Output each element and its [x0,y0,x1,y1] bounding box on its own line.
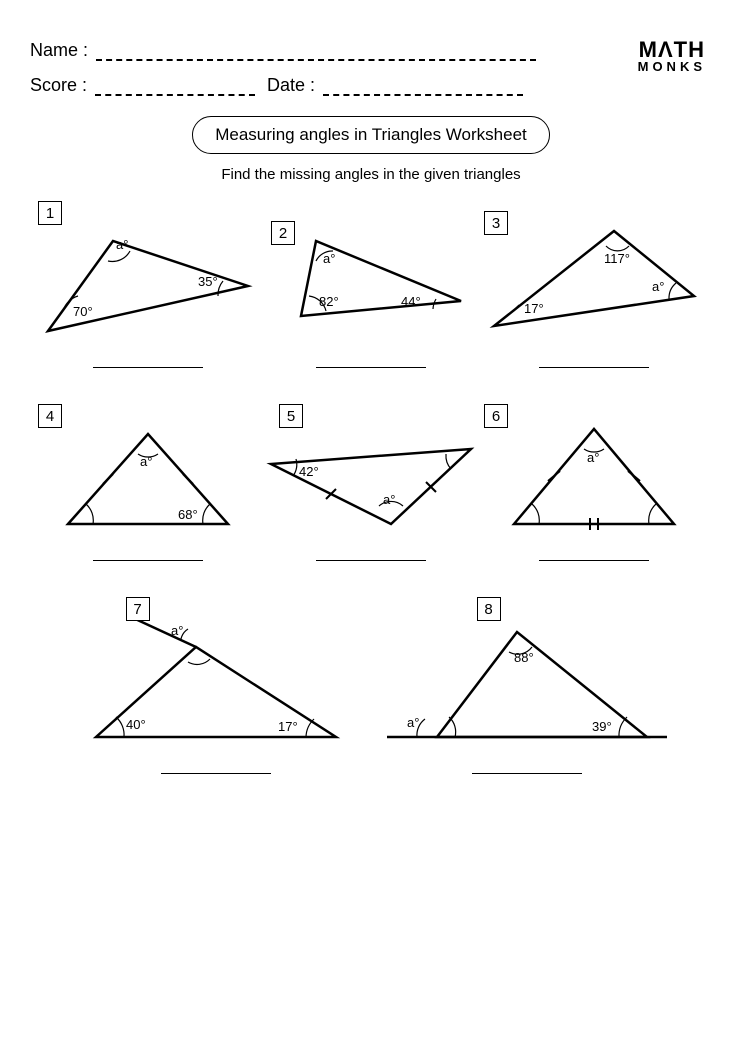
problem-5: 5 42° a° [261,404,481,561]
triangle-diagram: a° 40° 17° [66,597,366,757]
angle-label: a° [407,715,419,730]
angle-label: a° [140,454,152,469]
problem-number: 3 [484,211,508,235]
problem-number: 8 [477,597,501,621]
triangle-diagram: a° 70° 35° [38,201,258,351]
triangle-diagram: a° 68° [38,404,258,544]
worksheet-title: Measuring angles in Triangles Worksheet [192,116,550,154]
answer-line[interactable] [316,367,426,368]
problem-2: 2 a° 82° 44° [261,201,481,368]
problem-6: 6 a° [484,404,704,561]
problem-number: 5 [279,404,303,428]
triangle-diagram: 117° a° 17° [484,201,704,351]
answer-line[interactable] [93,560,203,561]
angle-label: 35° [198,274,218,289]
score-input-line[interactable] [95,80,255,96]
problem-8: 8 a° 88° 39° [377,597,677,774]
problem-number: 6 [484,404,508,428]
triangle-diagram: a° [484,404,704,544]
name-label: Name : [30,40,88,61]
angle-label: a° [383,492,395,507]
angle-label: 44° [401,294,421,309]
problem-4: 4 a° 68° [38,404,258,561]
name-input-line[interactable] [96,45,536,61]
angle-label: a° [323,251,335,266]
score-label: Score : [30,75,87,96]
problem-number: 7 [126,597,150,621]
answer-line[interactable] [93,367,203,368]
angle-label: 70° [73,304,93,319]
problem-7: 7 a° 40° 17° [66,597,366,774]
problem-row-3: 7 a° 40° 17° 8 [30,597,712,774]
angle-label: 117° [604,251,630,266]
angle-label: 39° [592,719,612,734]
subtitle: Find the missing angles in the given tri… [30,166,712,183]
logo-bottom: MONKS [638,61,706,73]
date-input-line[interactable] [323,80,523,96]
answer-line[interactable] [539,560,649,561]
problem-number: 1 [38,201,62,225]
triangle-diagram: a° 88° 39° [377,597,677,757]
angle-label: a° [116,237,128,252]
angle-label: 42° [299,464,319,479]
date-label: Date : [267,75,315,96]
answer-line[interactable] [472,773,582,774]
angle-label: 82° [319,294,339,309]
problem-3: 3 117° a° 17° [484,201,704,368]
answer-line[interactable] [539,367,649,368]
angle-label: a° [587,450,599,465]
angle-label: a° [171,623,183,638]
brand-logo: MΛTH MONKS [638,40,706,73]
angle-label: 40° [126,717,146,732]
angle-label: 88° [514,650,534,665]
answer-line[interactable] [316,560,426,561]
angle-label: 17° [524,301,544,316]
angle-label: a° [652,279,664,294]
problem-number: 2 [271,221,295,245]
angle-label: 17° [278,719,298,734]
problem-1: 1 a° 70° 35° [38,201,258,368]
problem-row-2: 4 a° 68° 5 42° [30,404,712,561]
angle-label: 68° [178,507,198,522]
problem-row-1: 1 a° 70° 35° 2 a° 82° 44° [30,201,712,368]
problem-number: 4 [38,404,62,428]
logo-top: MΛTH [638,40,706,61]
answer-line[interactable] [161,773,271,774]
